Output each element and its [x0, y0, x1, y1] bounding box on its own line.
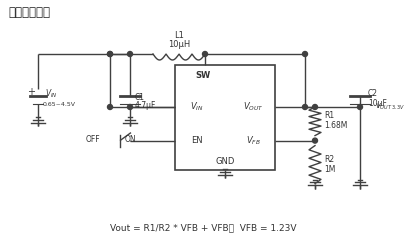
Circle shape — [312, 104, 317, 110]
Text: EN: EN — [191, 136, 202, 145]
Bar — [175, 65, 274, 170]
Text: 4.7μF: 4.7μF — [135, 101, 156, 110]
Text: Vout = R1/R2 * VFB + VFB，  VFB = 1.23V: Vout = R1/R2 * VFB + VFB， VFB = 1.23V — [109, 223, 296, 232]
Text: $\mathit{V_{IN}}$: $\mathit{V_{IN}}$ — [45, 88, 58, 100]
Circle shape — [202, 51, 207, 57]
Text: 1M: 1M — [323, 165, 335, 174]
Text: ON: ON — [125, 135, 136, 144]
Circle shape — [107, 51, 112, 57]
Text: R2: R2 — [323, 155, 333, 164]
Text: L1: L1 — [174, 31, 183, 40]
Circle shape — [302, 51, 307, 57]
Text: 10μF: 10μF — [367, 100, 386, 109]
Text: $\mathit{V_{FB}}$: $\mathit{V_{FB}}$ — [245, 134, 260, 147]
Circle shape — [107, 104, 112, 110]
Text: 1.68M: 1.68M — [323, 121, 347, 130]
Text: $\mathit{V_{OUT}}$: $\mathit{V_{OUT}}$ — [242, 101, 263, 113]
Text: +: + — [27, 87, 35, 97]
Text: OFF: OFF — [85, 135, 100, 144]
Text: C1: C1 — [135, 92, 145, 102]
Text: 0.65~4.5V: 0.65~4.5V — [43, 102, 76, 108]
Text: $\mathit{V_{OUT\ 3.3V}}$: $\mathit{V_{OUT\ 3.3V}}$ — [374, 102, 404, 112]
Circle shape — [312, 138, 317, 143]
Text: GND: GND — [215, 156, 234, 165]
Text: SW: SW — [195, 71, 210, 80]
Circle shape — [127, 51, 132, 57]
Text: C2: C2 — [367, 90, 377, 99]
Text: R1: R1 — [323, 111, 333, 120]
Circle shape — [107, 51, 112, 57]
Text: 典型应用电路: 典型应用电路 — [8, 6, 50, 19]
Text: 10μH: 10μH — [167, 40, 190, 49]
Circle shape — [127, 104, 132, 110]
Text: $\mathit{V_{IN}}$: $\mathit{V_{IN}}$ — [190, 101, 203, 113]
Circle shape — [357, 104, 362, 110]
Circle shape — [302, 104, 307, 110]
